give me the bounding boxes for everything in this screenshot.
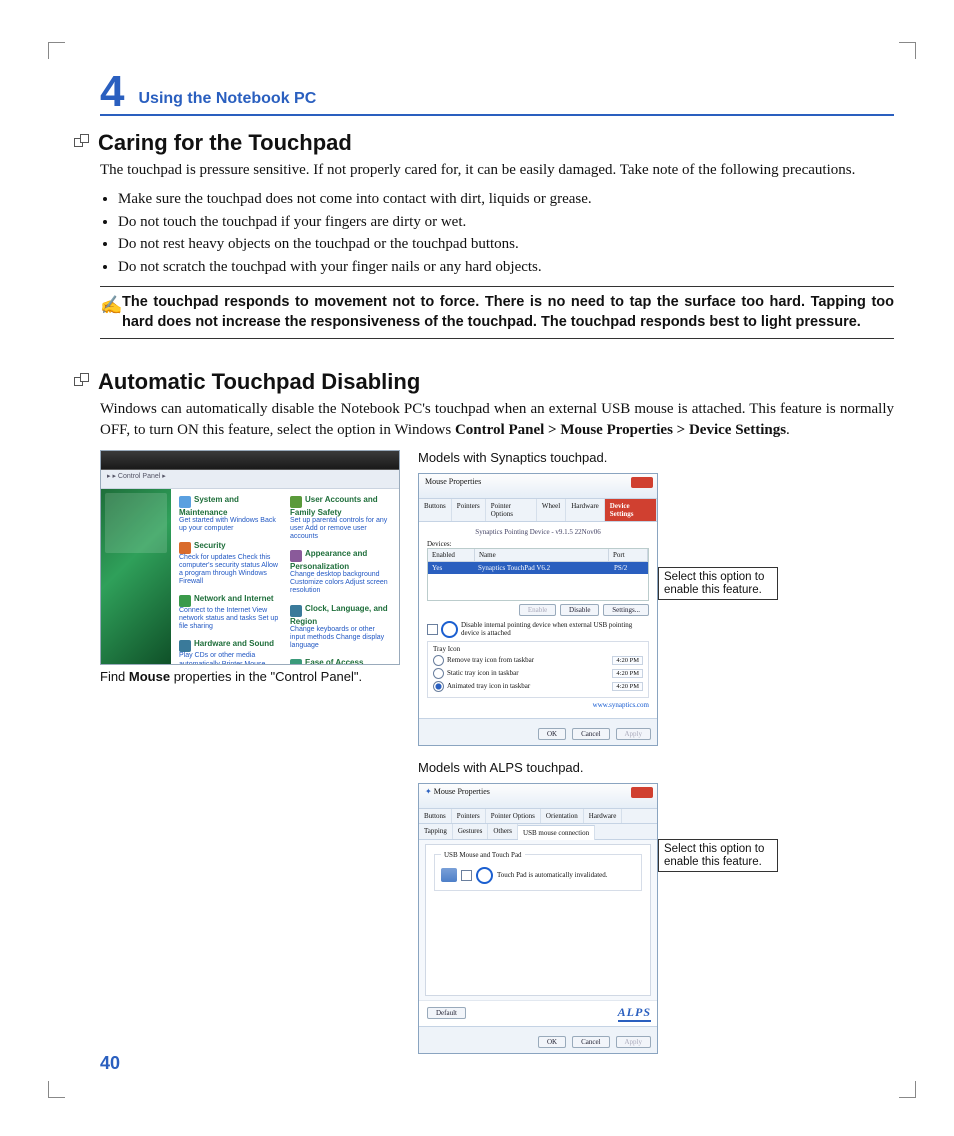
figure-caption-cp: Find Mouse properties in the "Control Pa… [100,669,400,684]
disable-button: Disable [560,604,599,616]
chapter-title: Using the Notebook PC [138,90,316,114]
category-icon [290,496,302,508]
driver-version: Synaptics Pointing Device - v9.1.5 22Nov… [427,528,649,536]
control-panel-sidebar [101,489,171,665]
radio-icon [433,681,444,692]
list-item: Do not rest heavy objects on the touchpa… [118,233,894,256]
settings-button: Settings... [603,604,649,616]
note-icon: ✍ [100,293,122,332]
crop-mark-icon [899,42,916,59]
tab-pointer-options: Pointer Options [486,499,537,521]
apply-button: Apply [616,728,652,740]
window-titlebar [101,451,399,470]
usb-mouse-touchpad-group: USB Mouse and Touch Pad Touch Pad is aut… [434,851,642,891]
figure-control-panel: ▸ ▸ Control Panel ▸ System and Maintenan… [100,450,400,1054]
callout-synaptics: Select this option to enable this featur… [658,567,778,600]
ok-button: OK [538,1036,566,1048]
touchpad-icon [441,868,457,882]
tray-icon-group: Tray Icon Remove tray icon from taskbar4… [427,641,649,698]
synaptics-link: www.synaptics.com [427,701,649,709]
crop-mark-icon [899,1081,916,1098]
close-icon [631,477,653,488]
tab-pointer-options: Pointer Options [486,809,541,823]
control-panel-screenshot: ▸ ▸ Control Panel ▸ System and Maintenan… [100,450,400,665]
section-squares-icon [74,373,90,387]
callout-circle-icon [441,621,458,638]
list-item: Do not touch the touchpad if your finger… [118,211,894,234]
note-block: ✍ The touchpad responds to movement not … [100,286,894,339]
crop-mark-icon [48,42,65,59]
apply-button: Apply [616,1036,652,1048]
category-icon [290,605,302,617]
checkbox-icon [427,624,438,635]
category-icon [290,659,302,665]
disable-internal-checkbox-row: Disable internal pointing device when ex… [427,621,649,638]
list-item: Make sure the touchpad does not come int… [118,188,894,211]
section1-intro: The touchpad is pressure sensitive. If n… [100,160,894,180]
callout-circle-icon [476,867,493,884]
category-icon [179,496,191,508]
chapter-number: 4 [100,70,124,114]
mouse-properties-synaptics-screenshot: Mouse Properties Buttons Pointers Pointe… [418,473,658,746]
page-number: 40 [100,1053,120,1074]
tab-buttons: Buttons [419,809,452,823]
tab-gestures: Gestures [453,824,489,839]
window-titlebar: ✦ Mouse Properties [419,784,657,809]
list-item: Do not scratch the touchpad with your fi… [118,256,894,279]
tab-others: Others [488,824,518,839]
control-panel-main: System and MaintenanceGet started with W… [171,489,399,665]
section-heading-auto-disable: Automatic Touchpad Disabling [74,369,894,395]
tab-hardware: Hardware [584,809,623,823]
tabs-row: Buttons Pointers Pointer Options Wheel H… [419,499,657,522]
devices-label: Devices: [427,540,649,548]
figures-row: ▸ ▸ Control Panel ▸ System and Maintenan… [100,450,894,1054]
checkbox-icon [461,870,472,881]
alps-logo: ALPS [618,1005,651,1022]
tab-tapping: Tapping [419,824,453,839]
tab-pointers: Pointers [452,809,486,823]
section-squares-icon [74,134,90,148]
default-button: Default [427,1007,466,1019]
page: 4 Using the Notebook PC Caring for the T… [0,0,954,1136]
callout-alps: Select this option to enable this featur… [658,839,778,872]
devices-grid: EnabledNamePort YesSynaptics TouchPad V6… [427,548,649,601]
category-icon [179,640,191,652]
tab-orientation: Orientation [541,809,584,823]
category-icon [179,595,191,607]
tab-pointers: Pointers [452,499,486,521]
tab-buttons: Buttons [419,499,452,521]
cancel-button: Cancel [572,728,609,740]
figure-caption-alps: Models with ALPS touchpad. [418,760,894,775]
tab-usb-mouse-connection: USB mouse connection [518,825,595,840]
ok-button: OK [538,728,566,740]
section-heading-caring: Caring for the Touchpad [74,130,894,156]
address-bar: ▸ ▸ Control Panel ▸ [101,470,399,489]
crop-mark-icon [48,1081,65,1098]
tab-device-settings: Device Settings [605,499,657,521]
category-icon [290,550,302,562]
figure-caption-synaptics: Models with Synaptics touchpad. [418,450,894,465]
close-icon [631,787,653,798]
chapter-header: 4 Using the Notebook PC [100,70,894,116]
enable-button: Enable [519,604,556,616]
mouse-properties-alps-screenshot: ✦ Mouse Properties Buttons Pointers Poin… [418,783,658,1054]
note-text: The touchpad responds to movement not to… [122,293,894,332]
tab-hardware: Hardware [566,499,605,521]
window-titlebar: Mouse Properties [419,474,657,499]
tab-wheel: Wheel [537,499,566,521]
precaution-list: Make sure the touchpad does not come int… [100,188,894,278]
section2-intro: Windows can automatically disable the No… [100,399,894,440]
cancel-button: Cancel [572,1036,609,1048]
radio-icon [433,668,444,679]
radio-icon [433,655,444,666]
figure-mouse-properties-column: Models with Synaptics touchpad. Mouse Pr… [418,450,894,1054]
category-icon [179,542,191,554]
